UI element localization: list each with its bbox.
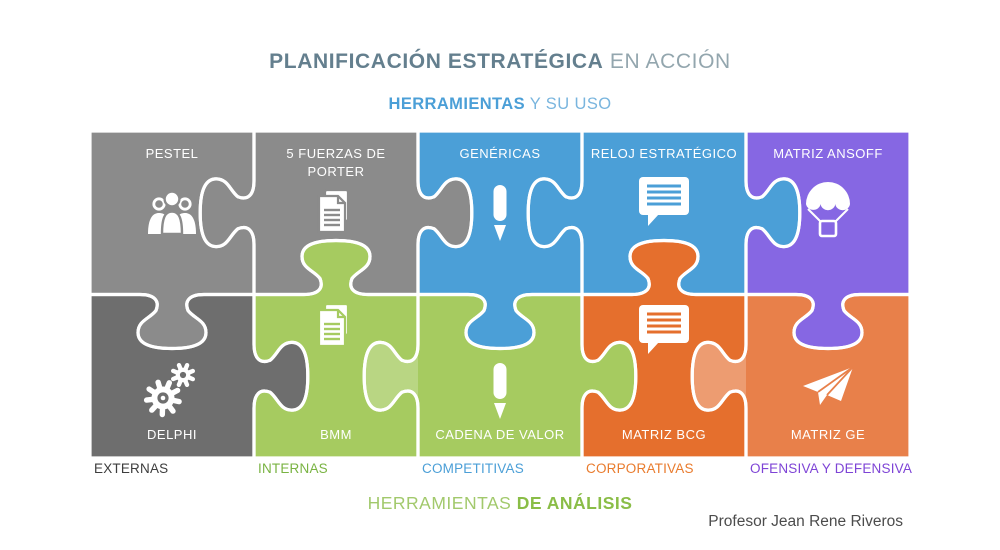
bottom-title: HERRAMIENTAS DE ANÁLISIS [0,493,1000,514]
puzzle-grid: PESTEL 5 FUERZAS DE PORTER GENÉRICAS REL… [88,129,912,460]
piece-label-bmm: BMM [320,426,352,442]
piece-label-matriz-bcg: MATRIZ BCG [621,426,707,442]
category-label-competitivas: COMPETITIVAS [422,461,524,476]
credit: Profesor Jean Rene Riveros [708,513,903,530]
piece-label-matriz-ge: MATRIZ GE [790,426,866,442]
piece-label-5-fuerzas-de-porter: 5 FUERZAS DE PORTER [286,146,386,179]
piece-label-delphi: DELPHI [147,426,197,442]
page-title-strong: PLANIFICACIÓN ESTRATÉGICA [269,50,604,73]
piece-label-reloj-estrat-gico: RELOJ ESTRATÉGICO [590,146,738,161]
subtitle-light: Y SU USO [529,95,612,113]
puzzle-svg [88,129,912,460]
piece-label-pestel: PESTEL [145,146,199,161]
category-label-corporativas: CORPORATIVAS [586,461,694,476]
subtitle-strong: HERRAMIENTAS [388,95,526,113]
piece-label-gen-ricas: GENÉRICAS [459,146,541,161]
category-label-externas: EXTERNAS [94,461,169,476]
bottom-title-light: HERRAMIENTAS [367,493,512,513]
category-label-ofensiva-y-defensiva: OFENSIVA Y DEFENSIVA [750,461,913,476]
piece-label-cadena-de-valor: CADENA DE VALOR [435,426,565,442]
category-label-internas: INTERNAS [258,461,328,476]
page-title-light: EN ACCIÓN [609,50,731,73]
page-title: PLANIFICACIÓN ESTRATÉGICA EN ACCIÓN [0,50,1000,74]
bottom-title-strong: DE ANÁLISIS [516,493,633,513]
piece-label-matriz-ansoff: MATRIZ ANSOFF [773,146,883,161]
subtitle-tools: HERRAMIENTAS Y SU USO [0,95,1000,114]
